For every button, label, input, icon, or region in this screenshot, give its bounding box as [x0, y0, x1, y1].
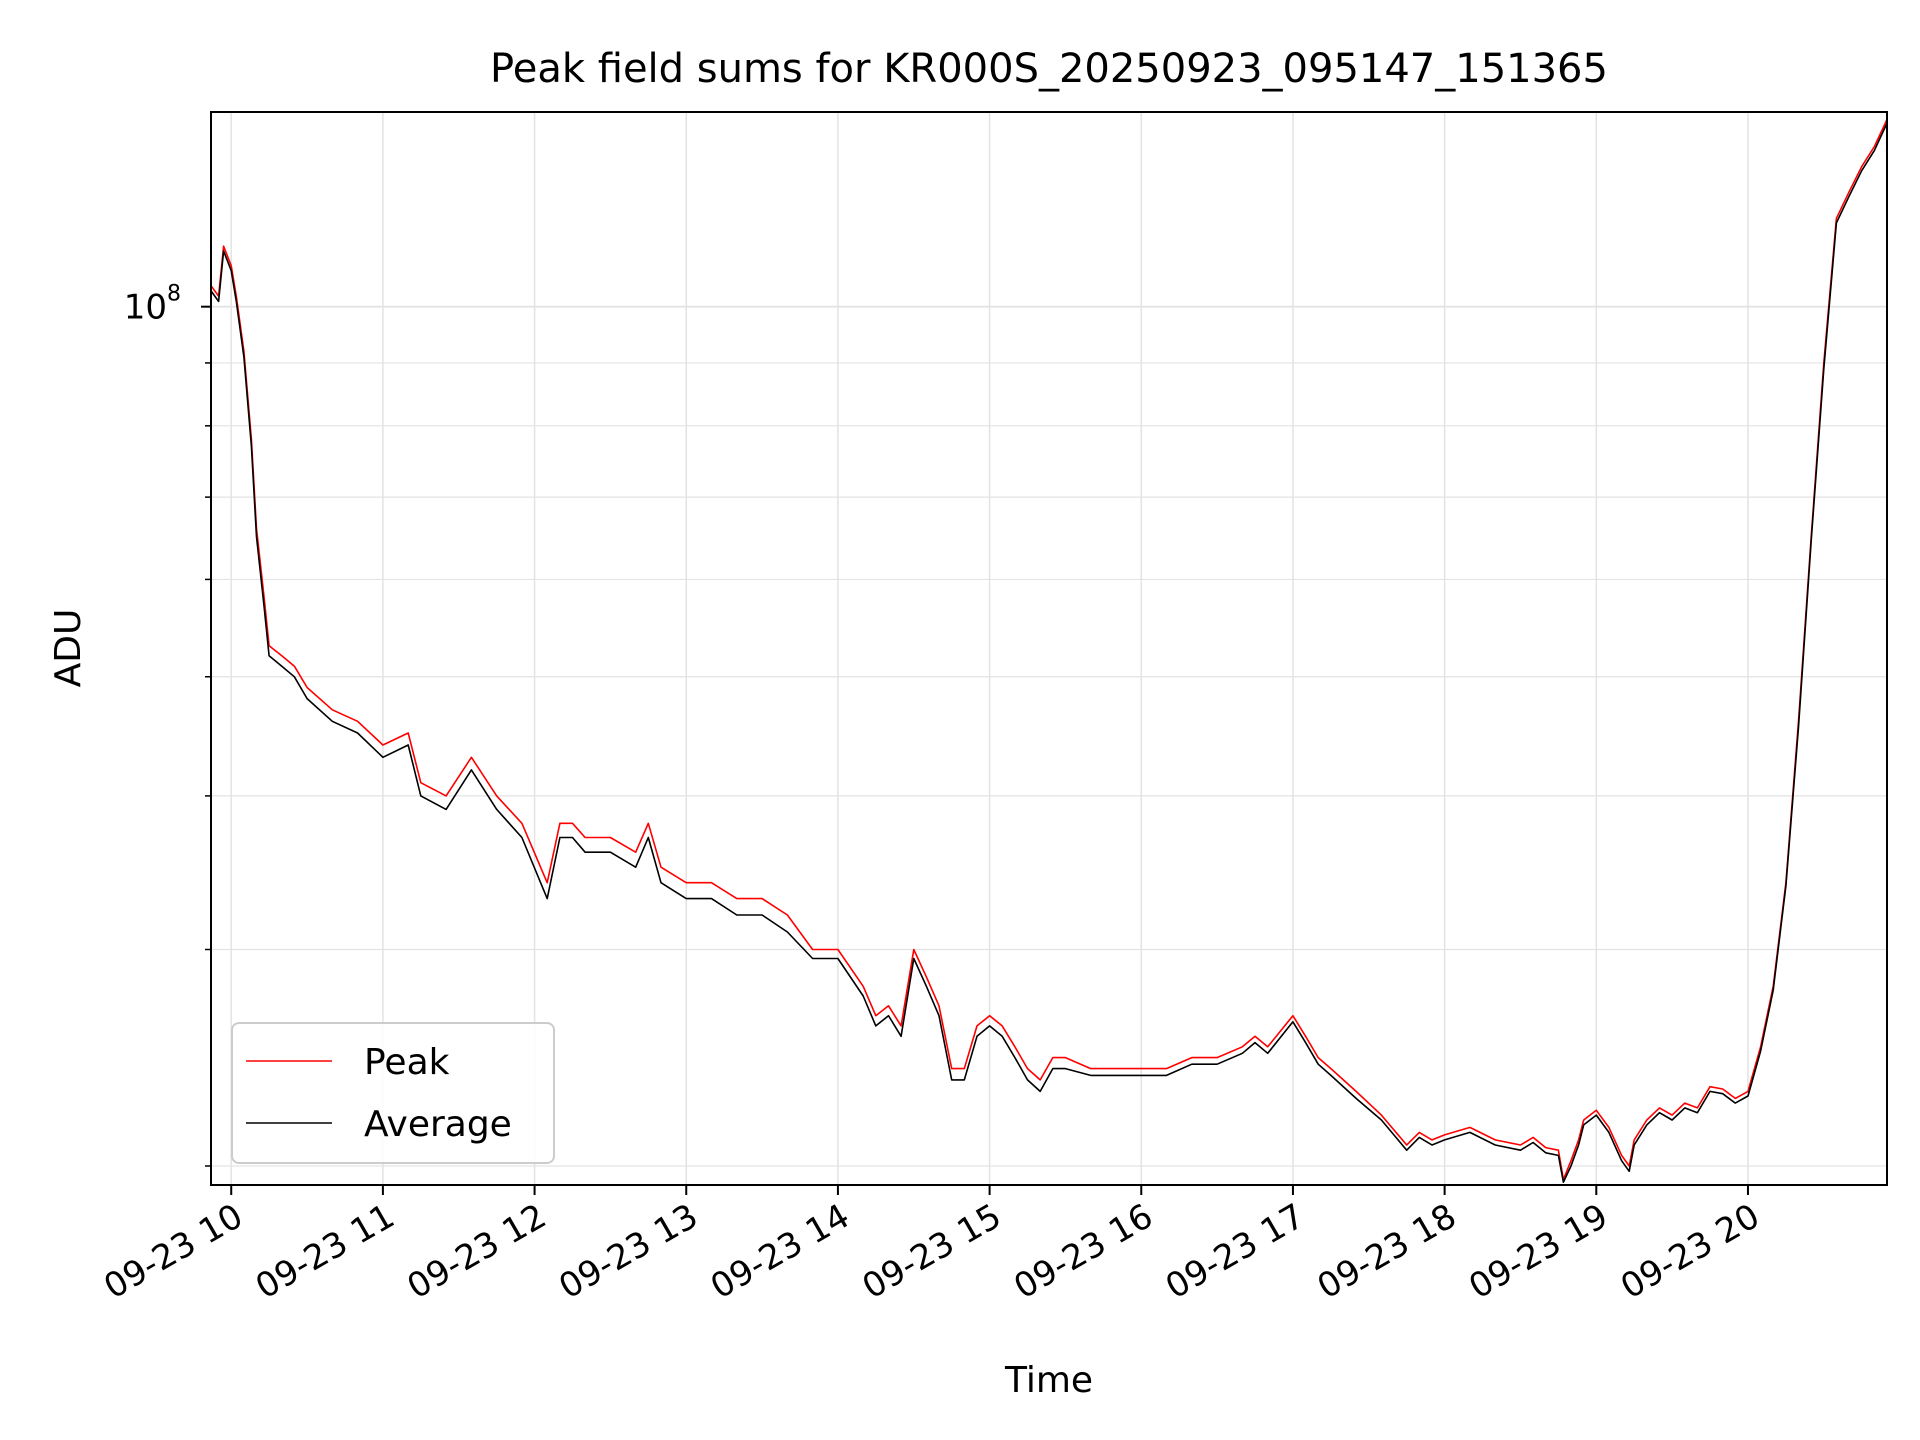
plot-frame — [210, 111, 1888, 1186]
legend-label-average: Average — [364, 1104, 512, 1145]
legend: Peak Average — [231, 1022, 555, 1164]
legend-label-peak: Peak — [364, 1042, 450, 1083]
legend-box — [231, 1022, 555, 1164]
x-axis-label: Time — [1004, 1360, 1093, 1401]
series-line-average — [211, 122, 1887, 1183]
y-tick-label: 10 — [124, 288, 167, 328]
chart-title: Peak field sums for KR000S_20250923_0951… — [490, 46, 1608, 92]
series-layer — [211, 119, 1887, 1183]
y-axis-label: ADU — [48, 609, 89, 688]
series-line-peak — [211, 119, 1887, 1181]
y-tick-label-exponent: 8 — [167, 282, 181, 307]
grid — [211, 112, 1887, 1185]
y-axis: 10 8 — [124, 282, 211, 1167]
